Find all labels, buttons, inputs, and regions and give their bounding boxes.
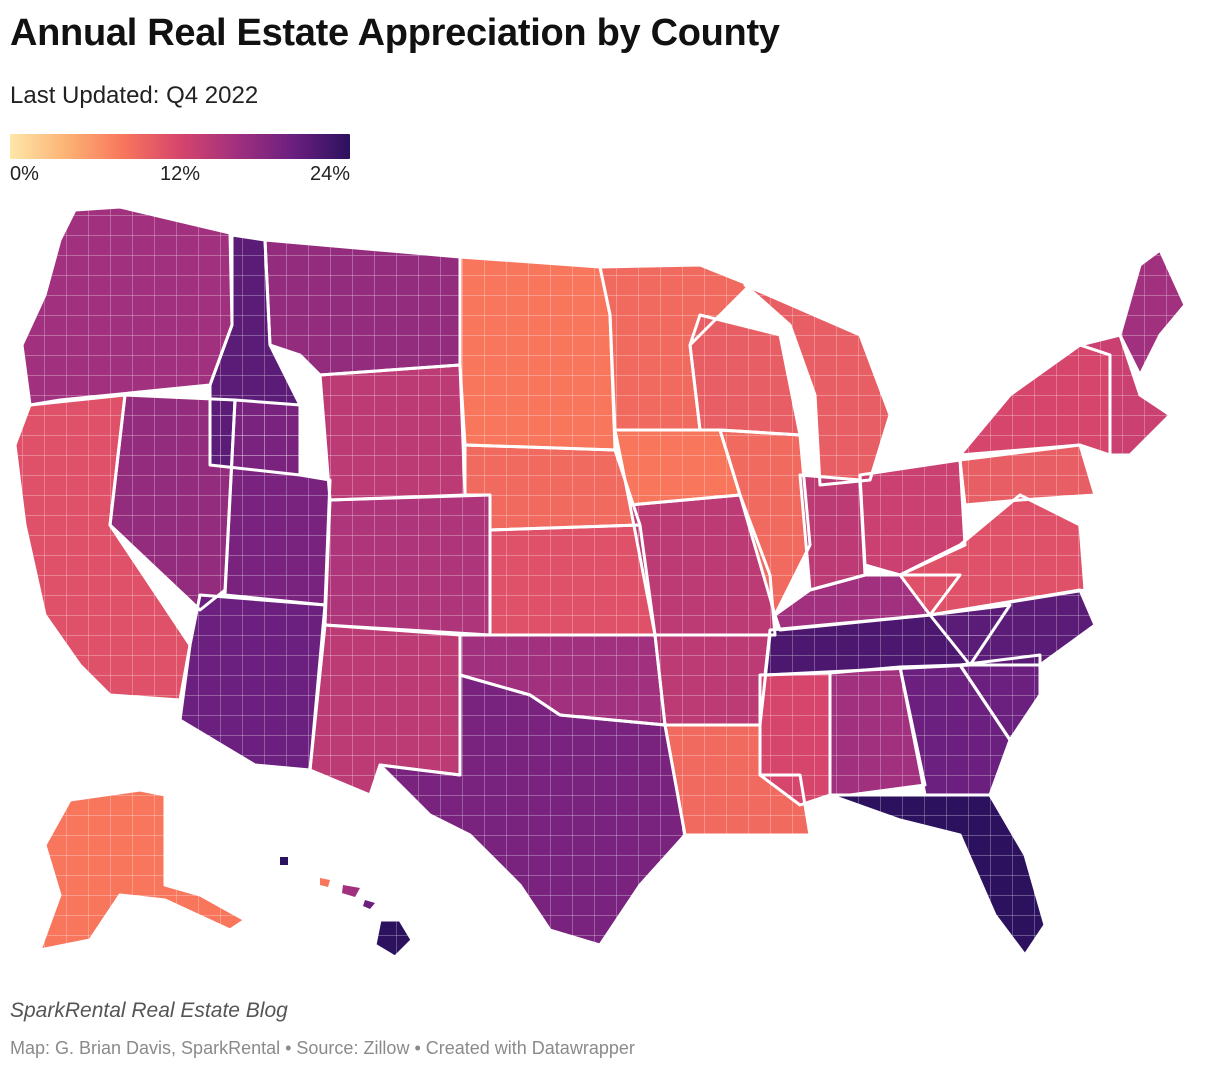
state-borders [13,205,1187,959]
us-map-svg [13,205,1187,959]
legend-min-label: 0% [10,163,39,185]
hawaii-islands [280,857,375,909]
chart-title: Annual Real Estate Appreciation by Count… [10,12,780,54]
county-map [0,195,1220,975]
legend-mid-label: 12% [159,163,201,185]
legend-max-label: 24% [309,163,350,185]
chart-subtitle: Last Updated: Q4 2022 [10,82,259,109]
color-legend: 0% 12% 24% [10,134,350,189]
footer-source: Map: G. Brian Davis, SparkRental • Sourc… [10,1038,635,1058]
legend-gradient-bar [10,134,350,159]
footer-brand: SparkRental Real Estate Blog [10,999,288,1022]
